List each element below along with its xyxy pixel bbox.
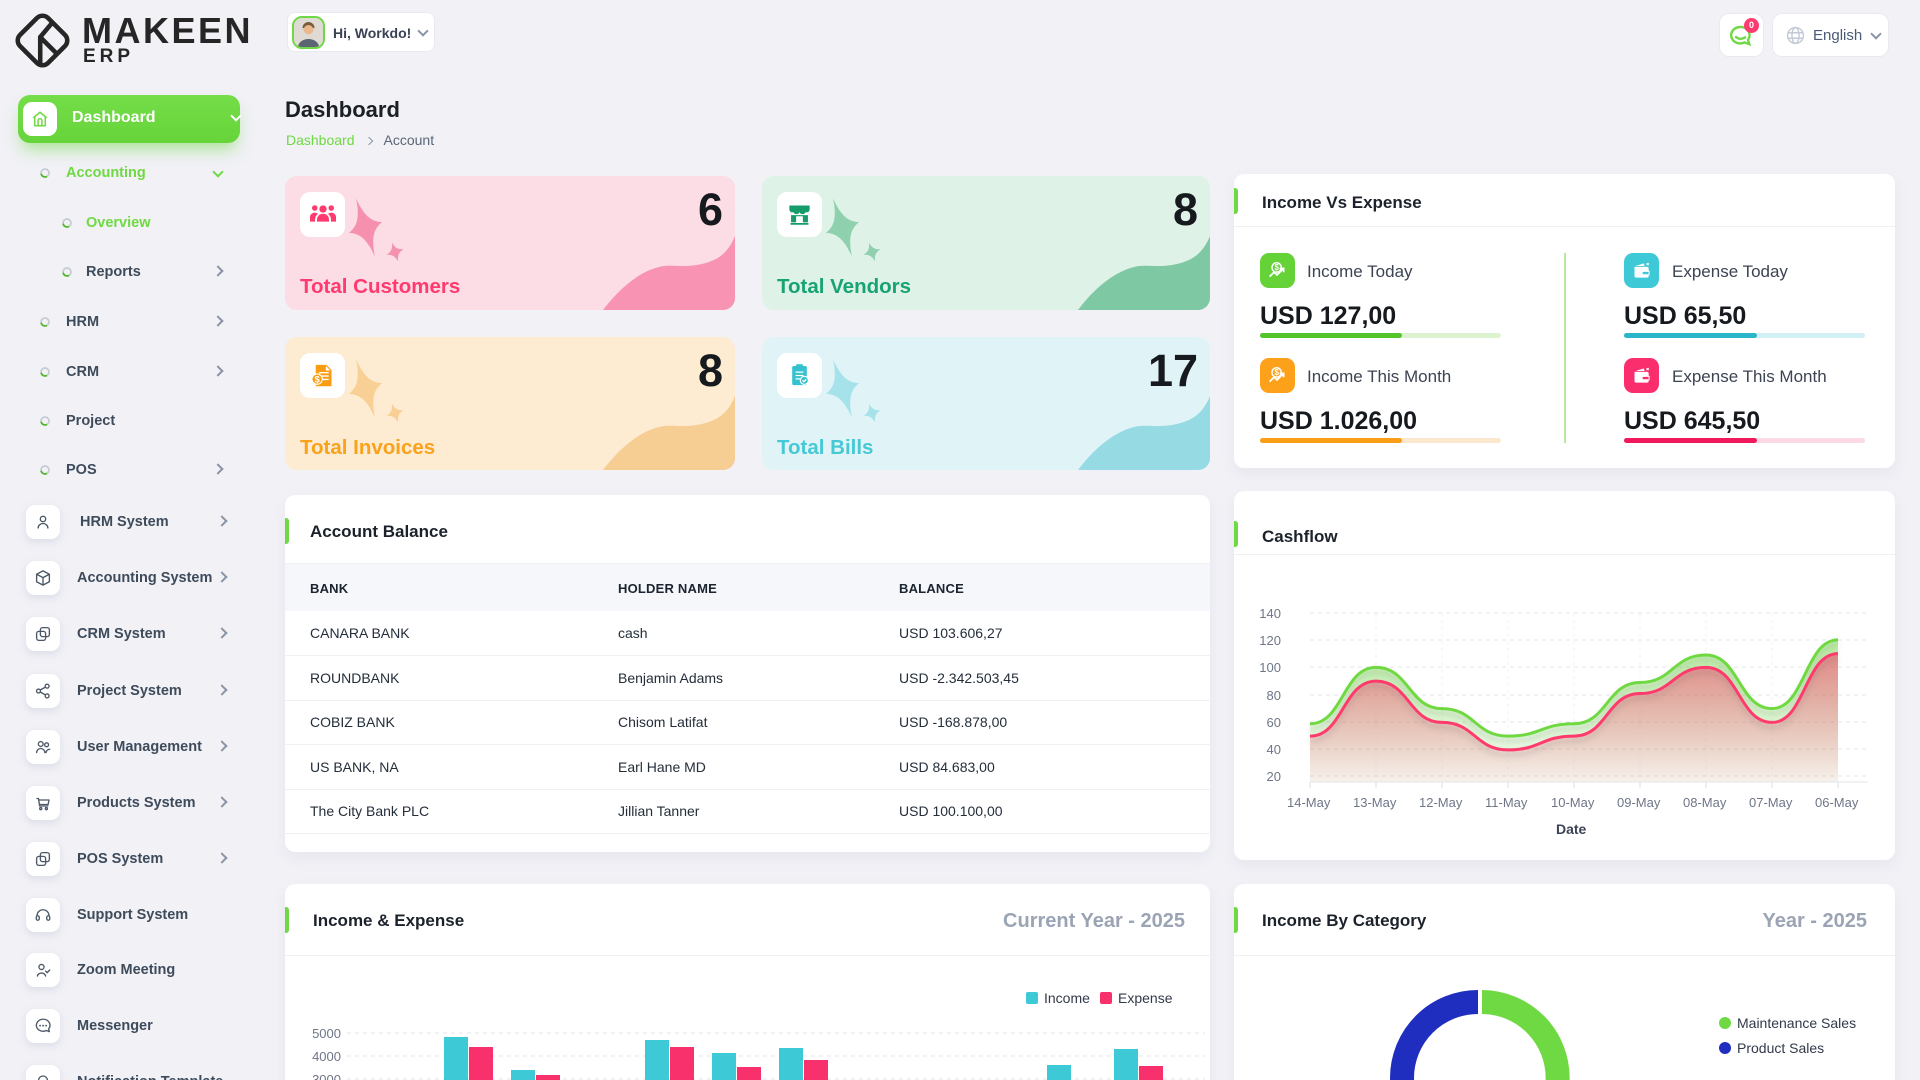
- svg-text:$: $: [1274, 368, 1279, 377]
- svg-text:$: $: [314, 374, 320, 385]
- svg-text:$: $: [1274, 263, 1279, 272]
